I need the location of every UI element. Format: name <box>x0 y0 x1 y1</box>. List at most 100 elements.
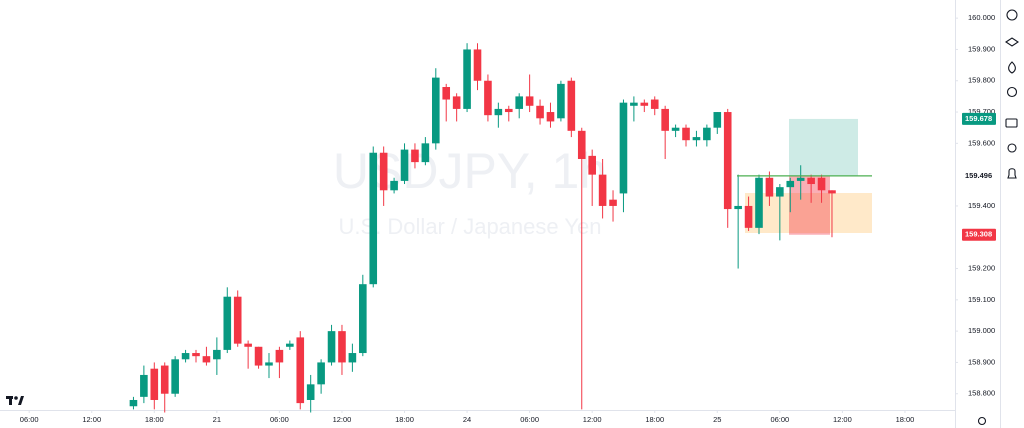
candle <box>275 346 284 379</box>
x-tick-label: 06:00 <box>20 415 39 424</box>
candle <box>338 324 346 375</box>
candle <box>265 353 273 379</box>
candle <box>129 396 138 410</box>
y-tick-label: 159.800 <box>968 76 995 85</box>
candle <box>692 130 701 147</box>
candle-body <box>796 177 805 181</box>
candle-body <box>327 331 336 363</box>
candle <box>557 80 565 122</box>
watchlist-icon[interactable] <box>1006 9 1018 21</box>
x-tick-label: 18:00 <box>645 415 664 424</box>
candle <box>723 108 732 228</box>
candle-body <box>567 80 576 131</box>
candle-body <box>661 108 669 131</box>
candle <box>140 365 148 404</box>
chat-icon[interactable] <box>1005 118 1018 128</box>
candle-body <box>650 99 659 109</box>
candle-body <box>525 96 534 106</box>
candle <box>619 99 628 213</box>
candle <box>682 124 690 147</box>
candle-body <box>265 362 273 366</box>
y-tick-label: 159.900 <box>968 44 995 53</box>
candle <box>317 359 325 394</box>
candle-body <box>504 108 513 113</box>
candle <box>233 290 242 347</box>
layers-icon[interactable] <box>1005 37 1019 47</box>
candle <box>671 124 680 138</box>
candle <box>473 43 482 91</box>
candle <box>348 343 357 372</box>
candle <box>244 340 252 369</box>
candle-body <box>306 384 315 400</box>
candle-body <box>140 374 148 397</box>
candle <box>286 340 294 350</box>
candle <box>703 124 711 147</box>
alerts-icon[interactable] <box>1007 168 1017 179</box>
candle <box>504 105 513 122</box>
x-tick-label: 12:00 <box>583 415 602 424</box>
candle-body <box>171 359 179 394</box>
candle-body <box>192 353 200 357</box>
candle <box>254 346 263 369</box>
y-tick-label: 158.900 <box>968 357 995 366</box>
candle <box>598 158 607 219</box>
candle <box>452 93 461 122</box>
candle-body <box>421 143 430 163</box>
candle <box>546 102 555 128</box>
candle-body <box>786 180 795 188</box>
candle-body <box>755 177 763 228</box>
candle <box>744 196 753 231</box>
ideas-icon[interactable] <box>1006 86 1018 98</box>
x-tick-label: 24 <box>463 415 471 424</box>
candle-body <box>828 190 836 194</box>
candle <box>567 77 576 138</box>
candle <box>536 99 544 125</box>
watermark: USDJPY, 1h <box>333 143 607 199</box>
candle-body <box>734 205 742 210</box>
marks <box>129 43 872 413</box>
price-badge <box>962 228 996 241</box>
candle <box>379 146 388 206</box>
candle-body <box>619 102 628 194</box>
candle-body <box>244 343 252 347</box>
toolbar[interactable] <box>977 9 1019 426</box>
candle-body <box>254 346 263 366</box>
x-tick-label: 18:00 <box>145 415 164 424</box>
candle <box>463 43 471 113</box>
candle-body <box>286 343 294 347</box>
range-box <box>745 193 872 233</box>
candle <box>213 337 221 375</box>
y-tick-label: 159.000 <box>968 326 995 335</box>
candle-body <box>817 177 826 191</box>
x-tick-label: 06:00 <box>770 415 789 424</box>
stream-icon[interactable] <box>1007 143 1017 153</box>
settings-icon[interactable] <box>977 416 987 426</box>
candle <box>150 362 159 410</box>
candle-body <box>723 112 732 210</box>
candle <box>431 68 440 150</box>
candle-body <box>223 296 232 350</box>
candle-body <box>609 199 617 206</box>
candle-body <box>233 296 242 344</box>
candle <box>369 146 378 288</box>
candle-body <box>348 353 357 363</box>
candle-body <box>557 83 565 119</box>
y-tick-label: 159.100 <box>968 295 995 304</box>
candle <box>609 190 617 222</box>
x-tick-label: 12:00 <box>833 415 852 424</box>
x-tick-label: 12:00 <box>82 415 101 424</box>
candle-body <box>160 365 169 394</box>
x-tick-label: 12:00 <box>333 415 352 424</box>
candle-body <box>317 362 325 385</box>
candle-body <box>150 368 159 400</box>
candle <box>807 174 815 203</box>
candle-body <box>682 127 690 141</box>
x-tick-label: 25 <box>713 415 721 424</box>
candle <box>296 331 305 410</box>
hotlist-icon[interactable] <box>1008 61 1016 74</box>
candle-body <box>452 96 461 109</box>
y-tick-label: 159.700 <box>968 107 995 116</box>
candle-body <box>776 187 784 197</box>
price-badge-label: 159.678 <box>965 114 992 123</box>
